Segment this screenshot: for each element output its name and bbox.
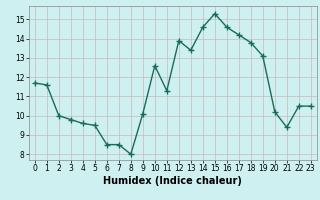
X-axis label: Humidex (Indice chaleur): Humidex (Indice chaleur) [103,176,242,186]
